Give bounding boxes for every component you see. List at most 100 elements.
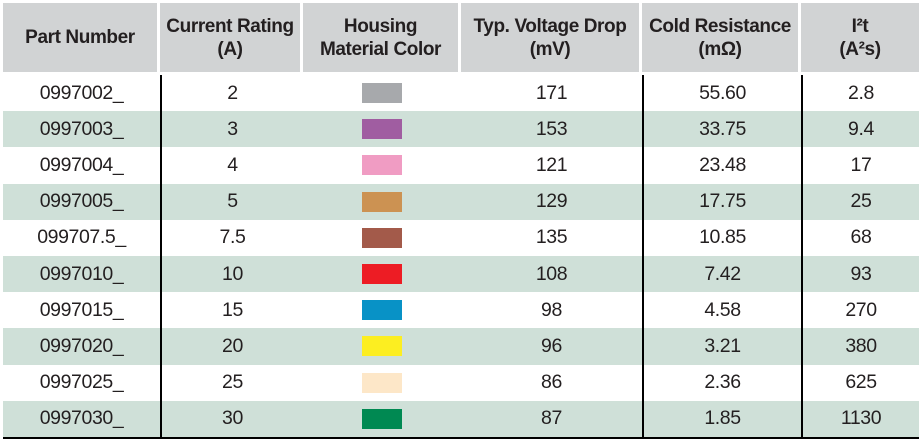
housing-color-swatch [362, 227, 402, 248]
housing-color-swatch [362, 336, 402, 357]
voltage-drop-cell: 171 [535, 81, 568, 104]
column-header-label: Typ. Voltage Drop [473, 15, 627, 37]
i2t-cell: 270 [801, 292, 919, 329]
column-header-current_rating: Current Rating (A) [160, 3, 303, 72]
table-row: 099707.5_ 7.5 135 10.85 68 [3, 219, 919, 256]
i2t-cell: 380 [801, 328, 919, 365]
housing-color-cell [303, 328, 461, 364]
i2t-cell: 9.4 [801, 111, 919, 148]
housing-color-swatch [362, 372, 402, 393]
current-rating-cell: 2 [160, 75, 303, 112]
part-number-cell: 0997015_ [39, 298, 124, 321]
current-rating-cell: 25 [160, 364, 303, 401]
current-rating-cell: 3 [160, 111, 303, 148]
cold-resistance-cell: 4.58 [642, 292, 801, 329]
column-header-housing_material_color: Housing Material Color [303, 3, 461, 72]
housing-color-cell [303, 111, 461, 147]
table-row: 0997004_ 4 121 23.48 17 [3, 147, 919, 184]
part-number-cell: 0997002_ [39, 81, 124, 104]
voltage-drop-cell: 98 [541, 298, 562, 321]
voltage-drop-cell: 96 [541, 334, 562, 357]
current-rating-cell: 15 [160, 292, 303, 329]
cold-resistance-cell: 1.85 [642, 400, 801, 437]
table-row: 0997010_ 10 108 7.42 93 [3, 255, 919, 293]
cold-resistance-cell: 17.75 [642, 183, 801, 220]
cold-resistance-cell: 33.75 [642, 111, 801, 148]
voltage-drop-cell: 121 [535, 153, 568, 176]
i2t-cell: 2.8 [801, 75, 919, 112]
part-number-cell: 0997003_ [39, 117, 124, 140]
table-body: 0997002_ 2 171 55.60 2.8 0997003_ 3 153 … [3, 75, 919, 439]
voltage-drop-cell: 153 [535, 117, 568, 140]
housing-color-cell [303, 365, 461, 401]
voltage-drop-cell: 108 [535, 262, 568, 285]
column-header-label: I²t [851, 15, 869, 37]
column-header-i2t: I²t (A²s) [801, 3, 919, 72]
housing-color-cell [303, 75, 461, 111]
voltage-drop-cell: 87 [541, 407, 562, 430]
current-rating-cell: 20 [160, 328, 303, 365]
column-header-label: Cold Resistance [649, 15, 791, 37]
column-header-unit: (mΩ) [698, 38, 742, 60]
cold-resistance-cell: 23.48 [642, 147, 801, 184]
column-header-unit: (A) [217, 38, 243, 60]
table-row: 0997015_ 15 98 4.58 270 [3, 292, 919, 329]
fuse-spec-table: Part Number Current Rating (A) Housing M… [3, 3, 919, 439]
cold-resistance-cell: 3.21 [642, 328, 801, 365]
i2t-cell: 68 [801, 219, 919, 256]
cold-resistance-cell: 7.42 [642, 255, 801, 293]
table-row: 0997025_ 25 86 2.36 625 [3, 364, 919, 401]
housing-color-swatch [362, 83, 402, 104]
voltage-drop-cell: 86 [541, 371, 562, 394]
table-row: 0997003_ 3 153 33.75 9.4 [3, 111, 919, 148]
part-number-cell: 0997004_ [39, 153, 124, 176]
housing-color-swatch [362, 119, 402, 140]
part-number-cell: 0997025_ [39, 371, 124, 394]
part-number-cell: 099707.5_ [37, 226, 126, 249]
housing-color-swatch [362, 408, 402, 429]
column-header-part_number: Part Number [3, 3, 160, 72]
housing-color-cell [303, 147, 461, 183]
column-header-unit: (mV) [529, 38, 571, 60]
housing-color-swatch [362, 264, 402, 285]
column-header-label: Housing [343, 15, 418, 37]
part-number-cell: 0997010_ [39, 262, 124, 285]
voltage-drop-cell: 135 [535, 226, 568, 249]
housing-color-cell [303, 292, 461, 328]
part-number-cell: 0997030_ [39, 407, 124, 430]
table-row: 0997005_ 5 129 17.75 25 [3, 183, 919, 220]
housing-color-swatch [362, 155, 402, 176]
current-rating-cell: 4 [160, 147, 303, 184]
column-header-label: Current Rating [166, 15, 294, 37]
table-header-row: Part Number Current Rating (A) Housing M… [3, 3, 919, 72]
i2t-cell: 17 [801, 147, 919, 184]
i2t-cell: 25 [801, 183, 919, 220]
column-header-cold_resistance: Cold Resistance (mΩ) [642, 3, 801, 72]
housing-color-cell [303, 256, 461, 292]
part-number-cell: 0997005_ [39, 190, 124, 213]
i2t-cell: 625 [801, 364, 919, 401]
cold-resistance-cell: 55.60 [642, 75, 801, 112]
table-row: 0997002_ 2 171 55.60 2.8 [3, 75, 919, 112]
column-header-label: Part Number [25, 27, 135, 48]
current-rating-cell: 10 [160, 255, 303, 293]
current-rating-cell: 30 [160, 400, 303, 437]
column-header-unit: (A²s) [839, 38, 881, 60]
housing-color-cell [303, 220, 461, 256]
table-row: 0997030_ 30 87 1.85 1130 [3, 400, 919, 437]
housing-color-swatch [362, 300, 402, 321]
current-rating-cell: 7.5 [160, 219, 303, 256]
housing-color-swatch [362, 191, 402, 212]
housing-color-cell [303, 401, 461, 437]
cold-resistance-cell: 10.85 [642, 219, 801, 256]
column-header-voltage_drop: Typ. Voltage Drop (mV) [461, 3, 642, 72]
cold-resistance-cell: 2.36 [642, 364, 801, 401]
column-header-unit: Material Color [319, 38, 442, 60]
housing-color-cell [303, 184, 461, 220]
voltage-drop-cell: 129 [535, 190, 568, 213]
table-row: 0997020_ 20 96 3.21 380 [3, 328, 919, 365]
i2t-cell: 93 [801, 255, 919, 293]
part-number-cell: 0997020_ [39, 334, 124, 357]
current-rating-cell: 5 [160, 183, 303, 220]
i2t-cell: 1130 [801, 400, 919, 437]
